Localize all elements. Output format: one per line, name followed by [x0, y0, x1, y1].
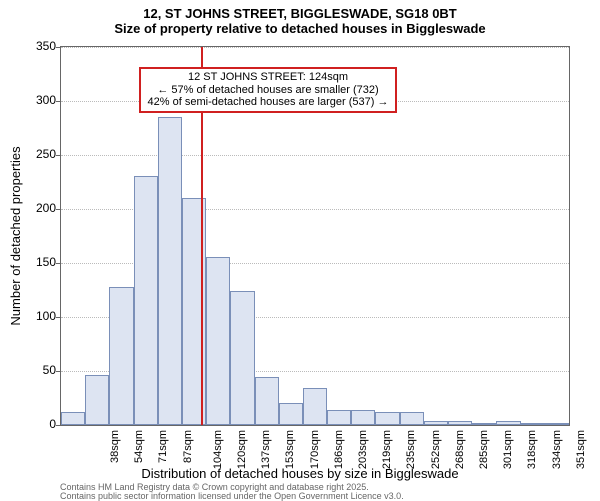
- histogram-bar: [327, 410, 351, 425]
- chart-title-main: 12, ST JOHNS STREET, BIGGLESWADE, SG18 0…: [0, 0, 600, 21]
- x-tick: 186sqm: [333, 430, 345, 469]
- y-tick: 350: [20, 39, 56, 53]
- y-tick: 300: [20, 93, 56, 107]
- x-axis-label: Distribution of detached houses by size …: [0, 466, 600, 481]
- x-tick: 301sqm: [502, 430, 514, 469]
- x-tick: 219sqm: [381, 430, 393, 469]
- histogram-bar: [400, 412, 424, 425]
- y-tick-mark: [56, 317, 61, 318]
- plot-area: 12 ST JOHNS STREET: 124sqm← 57% of detac…: [60, 46, 570, 426]
- y-tick: 50: [20, 363, 56, 377]
- x-tick: 203sqm: [357, 430, 369, 469]
- annotation-line-2: 42% of semi-detached houses are larger (…: [145, 96, 391, 109]
- annotation-title: 12 ST JOHNS STREET: 124sqm: [145, 71, 391, 84]
- y-tick-mark: [56, 155, 61, 156]
- x-tick: 252sqm: [430, 430, 442, 469]
- chart-title-sub: Size of property relative to detached ho…: [0, 21, 600, 36]
- histogram-bar: [230, 291, 254, 425]
- y-tick-mark: [56, 425, 61, 426]
- y-tick: 0: [20, 417, 56, 431]
- x-tick: 334sqm: [551, 430, 563, 469]
- x-tick: 285sqm: [478, 430, 490, 469]
- histogram-bar: [134, 176, 158, 425]
- y-tick-mark: [56, 47, 61, 48]
- y-axis-label: Number of detached properties: [8, 146, 23, 325]
- histogram-bar: [85, 375, 109, 425]
- histogram-bar: [255, 377, 279, 425]
- y-tick-mark: [56, 371, 61, 372]
- x-tick: 87sqm: [182, 430, 194, 463]
- y-tick-mark: [56, 209, 61, 210]
- footer-attribution: Contains HM Land Registry data © Crown c…: [60, 483, 404, 501]
- histogram-bar: [521, 423, 545, 425]
- histogram-bar: [472, 423, 496, 425]
- x-tick: 268sqm: [454, 430, 466, 469]
- chart-container: 12, ST JOHNS STREET, BIGGLESWADE, SG18 0…: [0, 0, 600, 500]
- x-tick: 153sqm: [285, 430, 297, 469]
- histogram-bar: [279, 403, 303, 425]
- x-tick: 170sqm: [309, 430, 321, 469]
- y-tick: 200: [20, 201, 56, 215]
- histogram-bar: [109, 287, 133, 425]
- histogram-bar: [158, 117, 182, 425]
- histogram-bar: [545, 423, 569, 425]
- y-tick: 100: [20, 309, 56, 323]
- y-tick-mark: [56, 263, 61, 264]
- annotation-box: 12 ST JOHNS STREET: 124sqm← 57% of detac…: [139, 67, 397, 113]
- x-tick: 235sqm: [406, 430, 418, 469]
- annotation-line-1: ← 57% of detached houses are smaller (73…: [145, 84, 391, 97]
- histogram-bar: [448, 421, 472, 425]
- histogram-bar: [424, 421, 448, 425]
- histogram-bar: [375, 412, 399, 425]
- y-tick: 250: [20, 147, 56, 161]
- histogram-bar: [303, 388, 327, 425]
- gridline: [61, 155, 569, 156]
- x-tick: 351sqm: [575, 430, 587, 469]
- x-tick: 120sqm: [236, 430, 248, 469]
- gridline: [61, 47, 569, 48]
- x-tick: 104sqm: [212, 430, 224, 469]
- x-tick: 318sqm: [526, 430, 538, 469]
- y-tick: 150: [20, 255, 56, 269]
- histogram-bar: [496, 421, 520, 425]
- histogram-bar: [206, 257, 230, 425]
- x-tick: 38sqm: [109, 430, 121, 463]
- x-tick: 54sqm: [133, 430, 145, 463]
- x-tick: 71sqm: [158, 430, 170, 463]
- y-tick-mark: [56, 101, 61, 102]
- x-tick: 137sqm: [260, 430, 272, 469]
- histogram-bar: [61, 412, 85, 425]
- histogram-bar: [351, 410, 375, 425]
